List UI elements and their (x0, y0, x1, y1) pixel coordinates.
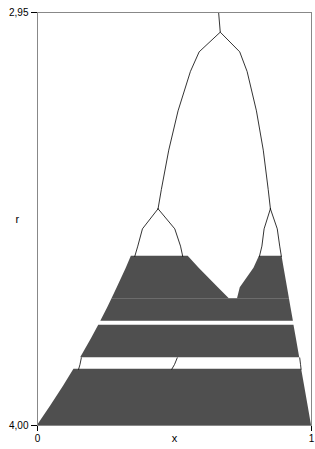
svg-text:4,00: 4,00 (9, 420, 29, 431)
svg-text:1: 1 (309, 433, 315, 444)
svg-text:x: x (172, 432, 178, 444)
svg-text:2,95: 2,95 (9, 7, 29, 18)
svg-text:r: r (16, 213, 20, 225)
svg-text:0: 0 (35, 433, 41, 444)
